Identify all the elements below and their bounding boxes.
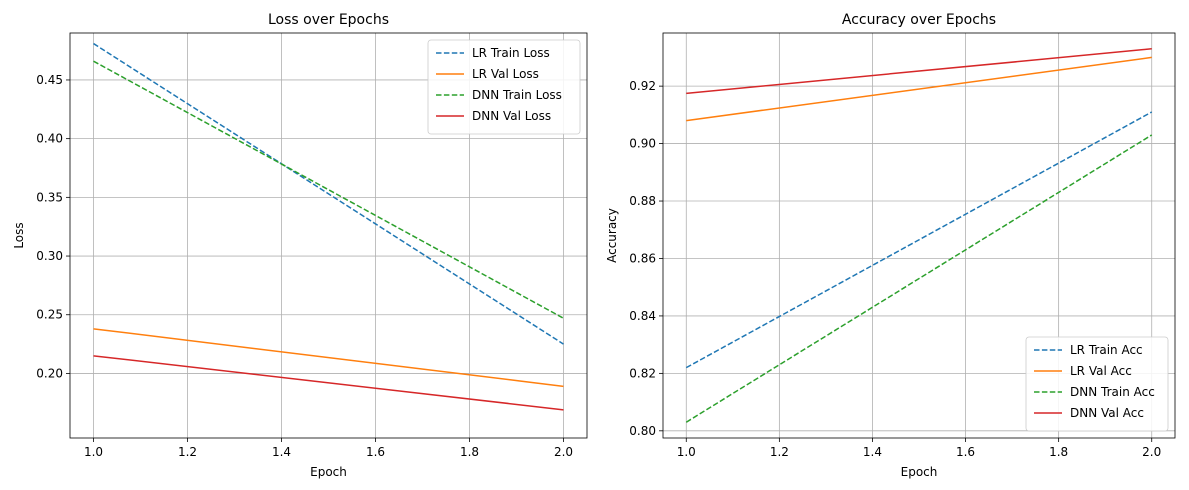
legend-label: LR Train Loss [472, 46, 550, 60]
y-tick-label: 0.40 [36, 132, 63, 146]
y-axis-label: Accuracy [605, 208, 619, 263]
series-line-lr-train-loss [93, 42, 564, 345]
series-line-dnn-train-acc [685, 134, 1153, 423]
series-line-dnn-train-loss [93, 60, 564, 319]
axes-frame [662, 32, 1176, 439]
legend-label: DNN Train Loss [472, 88, 562, 102]
y-tick-label: 0.25 [36, 308, 63, 322]
y-tick-label: 0.88 [629, 194, 656, 208]
y-tick-label: 0.80 [629, 424, 656, 438]
y-tick-label: 0.35 [36, 190, 63, 204]
y-tick-label: 0.20 [36, 366, 63, 380]
x-tick-label: 1.6 [366, 445, 385, 459]
legend-box [427, 39, 581, 135]
x-tick-label: 2.0 [554, 445, 573, 459]
x-tick-label: 1.2 [770, 445, 789, 459]
axes-frame [69, 32, 588, 439]
x-tick-label: 1.4 [272, 445, 291, 459]
legend-label: LR Val Acc [1070, 364, 1132, 378]
y-axis-label: Loss [12, 222, 26, 248]
y-tick-label: 0.84 [629, 309, 656, 323]
y-tick-label: 0.82 [629, 366, 656, 380]
x-tick-label: 1.8 [1049, 445, 1068, 459]
legend-label: LR Val Loss [472, 67, 539, 81]
legend-label: DNN Val Loss [472, 109, 551, 123]
loss-chart: 1.0 1.2 1.4 1.6 1.8 2.0 0.20 0.25 0.30 0.35 0.40 0.… [12, 12, 588, 479]
chart-title: Loss over Epochs [268, 12, 389, 28]
legend-label: LR Train Acc [1070, 343, 1143, 357]
x-tick-label: 2.0 [1142, 445, 1161, 459]
x-tick-label: 1.0 [677, 445, 696, 459]
x-tick-label: 1.2 [178, 445, 197, 459]
chart-title: Accuracy over Epochs [842, 12, 996, 28]
series-line-lr-train-acc [685, 111, 1153, 369]
y-tick-label: 0.30 [36, 249, 63, 263]
x-tick-label: 1.4 [863, 445, 882, 459]
legend: LR Train Loss LR Val Loss DNN Train Loss DN… [427, 39, 581, 135]
x-tick-label: 1.0 [84, 445, 103, 459]
series-line-dnn-val-loss [93, 355, 564, 411]
x-tick-label: 1.8 [460, 445, 479, 459]
legend-box [1025, 336, 1169, 432]
legend: LR Train Acc LR Val Acc DNN Train Acc DNN V… [1025, 336, 1169, 432]
y-tick-label: 0.92 [629, 79, 656, 93]
series-line-dnn-val-acc [686, 48, 1152, 95]
legend-label: DNN Train Acc [1070, 385, 1155, 399]
x-tick-label: 1.6 [956, 445, 975, 459]
y-tick-label: 0.86 [629, 251, 656, 265]
series-line-lr-val-acc [686, 56, 1152, 122]
legend-label: DNN Val Acc [1070, 406, 1144, 420]
accuracy-chart: 1.0 1.2 1.4 1.6 1.8 2.0 0.80 0.82 0.84 0.86 0.88 0.… [605, 12, 1176, 479]
y-tick-label: 0.45 [36, 73, 63, 87]
x-axis-label: Epoch [310, 465, 347, 479]
x-axis-label: Epoch [901, 465, 938, 479]
series-line-lr-val-loss [93, 328, 564, 388]
y-tick-label: 0.90 [629, 137, 656, 151]
